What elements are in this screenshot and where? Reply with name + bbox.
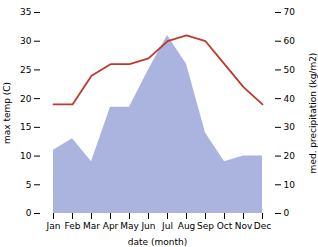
svg-text:Jan: Jan	[46, 221, 61, 231]
svg-text:Feb: Feb	[65, 221, 81, 231]
svg-text:30: 30	[20, 36, 32, 46]
svg-text:Nov: Nov	[235, 221, 253, 231]
svg-text:med. precipitation (kg/m2): med. precipitation (kg/m2)	[308, 53, 318, 174]
svg-text:Dec: Dec	[254, 221, 271, 231]
svg-text:40: 40	[284, 94, 296, 104]
svg-text:May: May	[120, 221, 139, 231]
svg-text:70: 70	[284, 7, 296, 17]
svg-text:30: 30	[284, 122, 296, 132]
svg-text:0: 0	[284, 208, 290, 218]
svg-text:25: 25	[20, 65, 31, 75]
svg-text:35: 35	[20, 7, 31, 17]
svg-text:Jun: Jun	[140, 221, 155, 231]
svg-text:Oct: Oct	[217, 221, 233, 231]
svg-text:Jul: Jul	[161, 221, 173, 231]
svg-text:50: 50	[284, 65, 296, 75]
svg-text:10: 10	[284, 180, 296, 190]
svg-text:date (month): date (month)	[128, 237, 187, 247]
svg-text:5: 5	[26, 180, 32, 190]
svg-text:Mar: Mar	[83, 221, 100, 231]
svg-text:Apr: Apr	[103, 221, 119, 231]
svg-text:20: 20	[20, 94, 32, 104]
svg-text:max temp (C): max temp (C)	[2, 82, 12, 144]
svg-text:Sep: Sep	[197, 221, 214, 231]
svg-text:10: 10	[20, 151, 32, 161]
svg-text:Aug: Aug	[178, 221, 196, 231]
svg-text:60: 60	[284, 36, 296, 46]
svg-text:0: 0	[26, 208, 32, 218]
svg-text:20: 20	[284, 151, 296, 161]
svg-text:15: 15	[20, 122, 31, 132]
